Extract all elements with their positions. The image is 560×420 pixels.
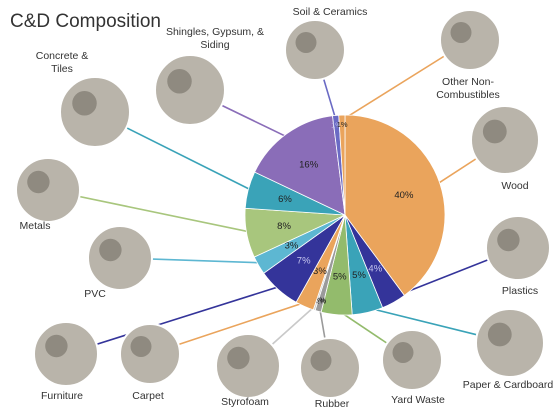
photo-detail [310, 350, 332, 371]
pie-slice [344, 114, 446, 297]
data-label: 3% [313, 266, 327, 277]
photo-detail [227, 346, 250, 370]
category-label: Yard Waste [391, 394, 445, 406]
photo [154, 54, 226, 126]
photo-detail [167, 69, 192, 94]
category-label: Soil & Ceramics [292, 6, 368, 18]
data-label: 7% [297, 256, 311, 267]
photo [485, 215, 551, 281]
category-label: Concrete & Tiles [35, 50, 89, 75]
data-label: 5% [333, 271, 347, 282]
category-label: Paper & Cardboard [462, 379, 554, 391]
photo-detail [392, 342, 414, 363]
category-label: Metals [19, 220, 51, 232]
data-label: 0.3% [309, 296, 326, 305]
photo [284, 19, 346, 81]
photo-detail [27, 170, 50, 194]
data-label: 16% [299, 159, 319, 170]
pie-slice [254, 115, 346, 216]
photo-detail [130, 336, 152, 357]
photo [475, 308, 545, 378]
photo [15, 157, 81, 223]
photo [59, 76, 131, 148]
photo-detail [99, 238, 122, 262]
data-label: 1% [315, 297, 326, 306]
data-label: 6% [278, 194, 292, 205]
data-label: 40% [394, 190, 414, 201]
category-label: Rubber [314, 398, 350, 410]
photo [470, 105, 540, 175]
photo [215, 333, 281, 399]
photo [439, 9, 501, 71]
photo-detail [482, 119, 507, 144]
category-label: Styrofoam [221, 396, 269, 408]
category-label: Wood [501, 180, 529, 192]
photo-detail [295, 32, 317, 53]
photo-detail [45, 334, 68, 358]
photo-detail [450, 22, 472, 43]
category-label: Plastics [501, 285, 539, 297]
category-label: Furniture [40, 390, 83, 402]
photo [381, 329, 443, 391]
photo [299, 337, 361, 399]
connector [65, 285, 282, 355]
data-label: 4% [368, 264, 382, 275]
photo-detail [72, 91, 97, 116]
photo-detail [497, 228, 520, 252]
category-label: Other Non-Combustibles [436, 76, 500, 101]
category-label: Shingles, Gypsum, & Siding [165, 26, 265, 51]
category-label: Carpet [132, 390, 164, 402]
pie-slice [338, 114, 346, 216]
data-label: 5% [352, 270, 366, 281]
chart-title: C&D Composition [10, 11, 161, 32]
data-label: 8% [277, 221, 291, 232]
photo [119, 323, 181, 385]
photo-detail [487, 322, 512, 347]
pie: 40%4%5%5%1%0.3%3%7%3%8%6%16%1%1% [244, 114, 446, 316]
data-label: 3% [285, 241, 299, 252]
photo [87, 225, 153, 291]
category-label: PVC [84, 288, 106, 300]
photos [15, 9, 551, 399]
photo [33, 321, 99, 387]
data-label: 1% [337, 120, 348, 129]
data-label: 1% [331, 120, 342, 129]
connector [47, 189, 252, 234]
